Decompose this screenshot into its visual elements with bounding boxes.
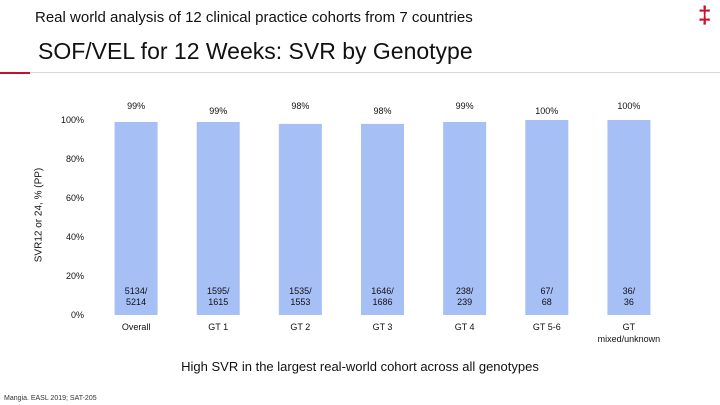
count-label: 67/ [541, 286, 554, 296]
x-tick-label: GT [623, 322, 636, 332]
x-tick-label: GT 2 [290, 322, 310, 332]
bar [196, 121, 240, 315]
data-label: 99% [456, 101, 474, 111]
y-tick-label: 0% [71, 310, 84, 320]
data-label: 99% [127, 101, 145, 111]
count-label: 1595/ [207, 286, 230, 296]
x-tick-label: GT 4 [455, 322, 475, 332]
data-label: 100% [535, 106, 558, 116]
count-label: 1686 [372, 297, 392, 307]
y-tick-label: 80% [66, 154, 84, 164]
y-tick-label: 20% [66, 271, 84, 281]
x-tick-label: mixed/unknown [598, 334, 661, 344]
bar [361, 123, 404, 316]
y-tick-label: 60% [66, 193, 84, 203]
data-label: 100% [617, 101, 640, 111]
count-label: 1535/ [289, 286, 312, 296]
bar [607, 120, 651, 315]
x-tick-label: Overall [122, 322, 151, 332]
slide-kicker: Real world analysis of 12 clinical pract… [35, 9, 473, 26]
count-label: 36 [624, 297, 634, 307]
bar [278, 123, 322, 316]
count-label: 239 [457, 297, 472, 307]
data-label: 98% [373, 106, 391, 116]
count-label: 238/ [456, 286, 474, 296]
x-tick-label: GT 3 [373, 322, 393, 332]
slide-title: SOF/VEL for 12 Weeks: SVR by Genotype [38, 38, 473, 64]
count-label: 1646/ [371, 286, 394, 296]
bar [443, 121, 487, 315]
count-label: 1553 [290, 297, 310, 307]
count-label: 5214 [126, 297, 146, 307]
source-citation: Mangia. EASL 2019; SAT-205 [4, 395, 97, 402]
data-label: 99% [209, 106, 227, 116]
data-label: 98% [291, 101, 309, 111]
count-label: 5134/ [125, 286, 148, 296]
bar [114, 121, 158, 315]
count-label: 1615 [208, 297, 228, 307]
count-label: 68 [542, 297, 552, 307]
y-tick-label: 40% [66, 232, 84, 242]
bar [525, 120, 569, 315]
takeaway-text: High SVR in the largest real-world cohor… [181, 359, 539, 374]
divider-rule [30, 72, 720, 73]
x-tick-label: GT 5-6 [533, 322, 561, 332]
count-label: 36/ [623, 286, 636, 296]
x-tick-label: GT 1 [208, 322, 228, 332]
accent-rule [0, 72, 30, 74]
y-tick-label: 100% [61, 115, 84, 125]
dagger-mark: ‡ [698, 2, 712, 29]
